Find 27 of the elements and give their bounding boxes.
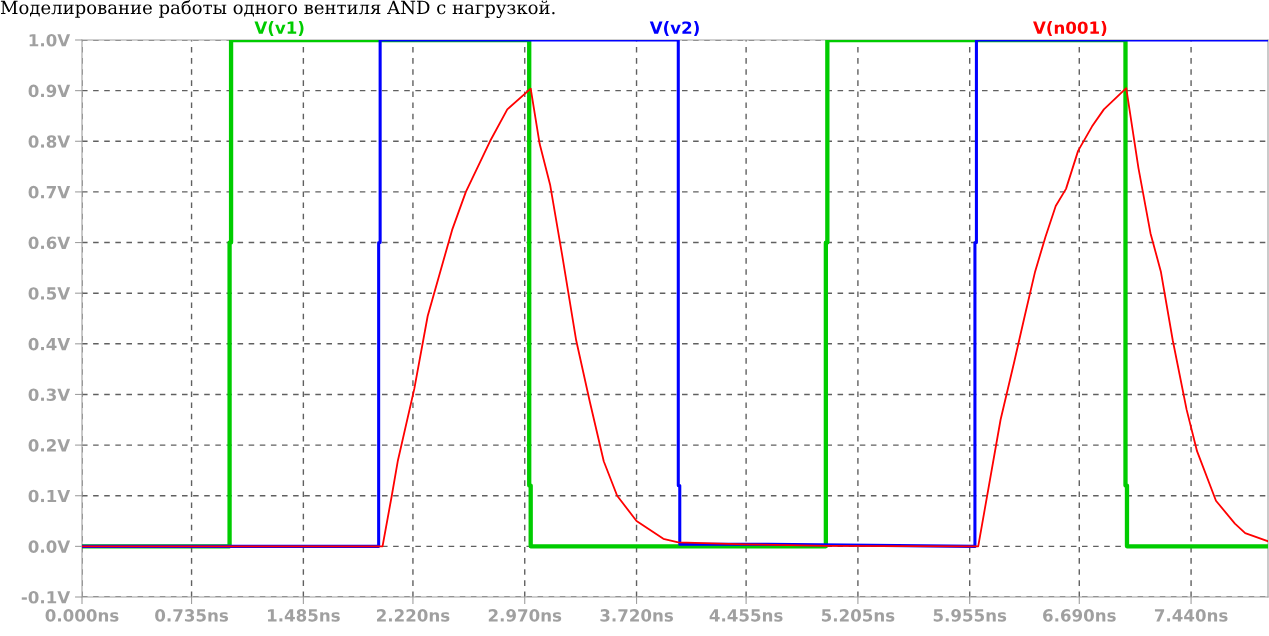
series-label: V(v1) [254,21,304,36]
y-tick-label: 0.8V [28,135,71,148]
x-tick-label: 0.735ns [155,609,229,622]
y-tick-label: 0.6V [28,236,71,250]
x-tick-label: 2.970ns [488,609,562,622]
y-tick-label: 0.4V [28,337,71,351]
text: V(n001) [1033,21,1107,36]
x-tick-label: 5.205ns [821,609,895,622]
series-label: V(v2) [649,21,699,36]
y-tick-label: 0.2V [28,439,71,452]
x-tick-label: 0.000ns [45,609,119,622]
y-tick-label: 0.7V [28,185,71,199]
y-tick-label: 0.5V [28,287,71,300]
chart-title: Моделирование работы одного вентиля AND с нагрузкой. [0,0,555,19]
y-tick-label: 0.0V [28,540,71,553]
y-tick-label: 0.3V [28,388,71,402]
x-tick-label: 5.955ns [933,609,1007,622]
x-tick-label: 7.440ns [1154,609,1228,622]
y-tick-label: -0.1V [21,590,71,604]
y-tick-label: 1.0V [29,33,71,47]
x-tick-label: 6.690ns [1043,609,1116,622]
x-tick-label: 2.220ns [377,609,450,622]
x-tick-label: 1.485ns [268,609,340,622]
y-tick-label: 0.9V [28,84,71,98]
y-tick-label: 0.1V [28,489,71,503]
x-tick-label: 4.455ns [709,609,783,622]
x-tick-label: 3.720ns [600,609,673,622]
